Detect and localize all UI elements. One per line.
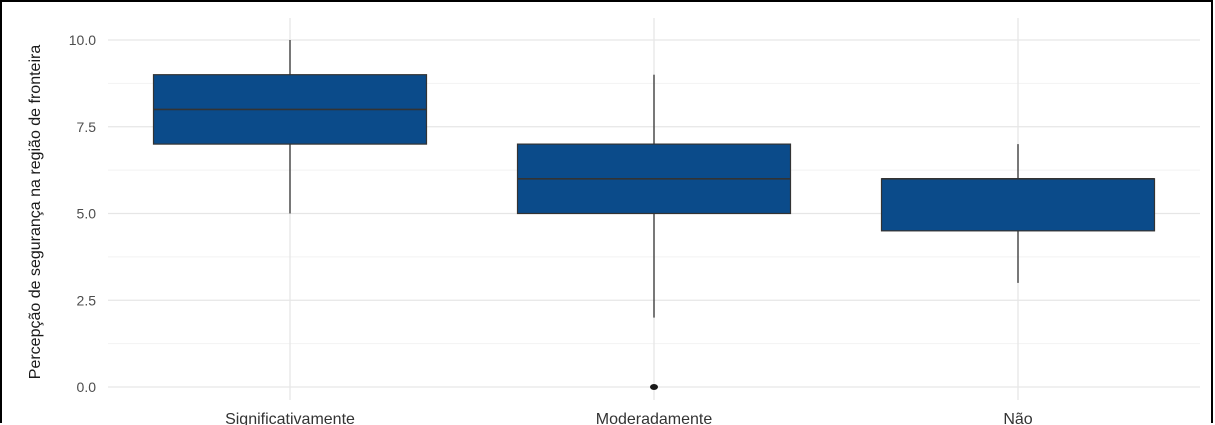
box-iqr xyxy=(880,178,1156,232)
boxes xyxy=(152,40,1156,390)
box-group xyxy=(880,144,1156,283)
x-axis-labels: Significativamente Moderadamente Não xyxy=(225,411,1033,425)
box-group xyxy=(516,74,792,390)
y-axis-title: Percepção de segurança na região de fron… xyxy=(27,45,44,380)
y-axis-ticks: 0.0 2.5 5.0 7.5 10.0 xyxy=(69,32,96,395)
x-category-label: Moderadamente xyxy=(596,411,713,425)
y-tick-label: 10.0 xyxy=(69,32,96,48)
y-tick-label: 7.5 xyxy=(77,119,97,135)
outlier-point xyxy=(650,384,658,390)
box-group xyxy=(152,40,428,214)
y-tick-label: 5.0 xyxy=(77,206,97,222)
x-category-label: Significativamente xyxy=(225,411,355,425)
y-tick-label: 2.5 xyxy=(77,292,97,308)
x-category-label: Não xyxy=(1003,411,1032,425)
y-tick-label: 0.0 xyxy=(77,379,97,395)
